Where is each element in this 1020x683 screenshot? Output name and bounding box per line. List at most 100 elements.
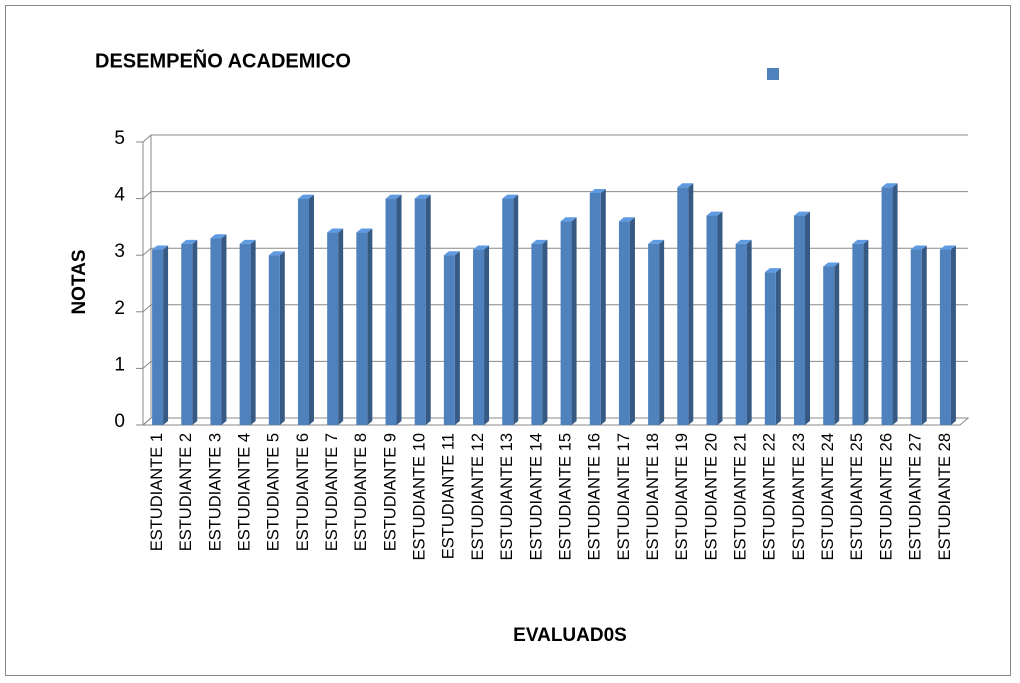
- bar: [502, 198, 514, 425]
- y-tick-label: 0: [114, 411, 125, 432]
- bar: [443, 255, 455, 425]
- x-tick-label: ESTUDIANTE 6: [294, 433, 312, 551]
- bar: [677, 187, 689, 425]
- bar-top: [794, 211, 811, 216]
- bar-side: [221, 234, 227, 425]
- bar-top: [648, 239, 665, 244]
- x-tick-label: ESTUDIANTE 7: [323, 433, 341, 551]
- bar-top: [268, 251, 285, 256]
- x-tick-label: ESTUDIANTE 21: [732, 433, 750, 560]
- bar-side: [688, 183, 694, 425]
- bar: [356, 232, 368, 425]
- bar: [531, 243, 543, 425]
- x-tick-label: ESTUDIANTE 24: [819, 433, 837, 560]
- bar: [764, 272, 776, 425]
- bar-side: [425, 194, 431, 425]
- x-tick-label: ESTUDIANTE 22: [761, 433, 779, 560]
- bar-top: [443, 251, 460, 256]
- bar: [589, 192, 601, 425]
- bar-top: [414, 194, 431, 199]
- bar-top: [327, 228, 344, 233]
- bar-top: [706, 211, 723, 216]
- bar-top: [385, 194, 402, 199]
- x-tick-label: ESTUDIANTE 14: [527, 433, 545, 560]
- x-tick-label: ESTUDIANTE 8: [352, 433, 370, 551]
- bar-top: [297, 194, 314, 199]
- bar-side: [863, 239, 869, 425]
- bar-side: [396, 194, 402, 425]
- x-tick-label: ESTUDIANTE 17: [615, 433, 633, 560]
- bar-side: [367, 228, 373, 425]
- bar-side: [338, 228, 344, 425]
- x-tick-label: ESTUDIANTE 4: [235, 433, 253, 551]
- chart-title: DESEMPEÑO ACADEMICO: [95, 49, 351, 72]
- bar-side: [950, 245, 956, 425]
- y-tick-label: 5: [114, 128, 125, 149]
- bar-top: [152, 245, 169, 250]
- bar-side: [250, 239, 256, 425]
- bar: [852, 243, 864, 425]
- bar: [618, 221, 630, 425]
- bar-side: [659, 239, 665, 425]
- bar-top: [823, 262, 840, 267]
- bar-side: [542, 239, 548, 425]
- bar: [794, 215, 806, 425]
- bar-top: [589, 188, 606, 193]
- bar-side: [513, 194, 519, 425]
- bar-top: [356, 228, 373, 233]
- bar: [881, 187, 893, 425]
- bar-top: [881, 183, 898, 188]
- bar-side: [454, 251, 460, 425]
- x-tick-label: ESTUDIANTE 25: [848, 433, 866, 560]
- legend-swatch: [767, 68, 779, 80]
- x-tick-label: ESTUDIANTE 2: [177, 433, 195, 551]
- y-axis-title: NOTAS: [69, 249, 90, 314]
- x-tick-label: ESTUDIANTE 26: [877, 433, 895, 560]
- bar-side: [308, 194, 314, 425]
- bar-top: [735, 239, 752, 244]
- bar-side: [600, 188, 606, 425]
- bar-side: [163, 245, 169, 425]
- bar: [210, 238, 222, 425]
- x-tick-label: ESTUDIANTE 20: [702, 433, 720, 560]
- bar-top: [764, 268, 781, 273]
- bar: [152, 249, 164, 425]
- bar-side: [775, 268, 781, 425]
- bar-top: [181, 239, 198, 244]
- x-tick-label: ESTUDIANTE 10: [411, 433, 429, 560]
- y-tick-label: 2: [114, 298, 125, 319]
- bar-side: [834, 262, 840, 425]
- grid-connector: [142, 191, 152, 199]
- x-tick-label: ESTUDIANTE 27: [907, 433, 925, 560]
- bar: [414, 198, 426, 425]
- x-tick-label: ESTUDIANTE 12: [469, 433, 487, 560]
- bar: [939, 249, 951, 425]
- bar-side: [484, 245, 490, 425]
- grid-connector: [142, 417, 152, 426]
- grid-connector: [142, 134, 152, 143]
- bar-side: [892, 183, 898, 425]
- x-tick-label: ESTUDIANTE 23: [790, 433, 808, 560]
- bar-side: [921, 245, 927, 425]
- bar: [181, 243, 193, 425]
- bar: [327, 232, 339, 425]
- bar-top: [677, 183, 694, 188]
- grid-connector: [142, 247, 152, 256]
- bar: [823, 266, 835, 425]
- x-tick-label: ESTUDIANTE 1: [148, 433, 166, 551]
- bar-side: [629, 217, 635, 425]
- bar-side: [279, 251, 285, 425]
- y-tick-label: 1: [114, 354, 125, 375]
- x-tick-label: ESTUDIANTE 13: [498, 433, 516, 560]
- x-tick-label: ESTUDIANTE 18: [644, 433, 662, 560]
- bar-top: [210, 234, 227, 239]
- bar-top: [531, 239, 548, 244]
- bar-top: [560, 217, 577, 222]
- bar-side: [746, 239, 752, 425]
- bar: [560, 221, 572, 425]
- bar: [473, 249, 485, 425]
- bar-side: [717, 211, 723, 425]
- grid-connector: [142, 304, 152, 313]
- bar: [385, 198, 397, 425]
